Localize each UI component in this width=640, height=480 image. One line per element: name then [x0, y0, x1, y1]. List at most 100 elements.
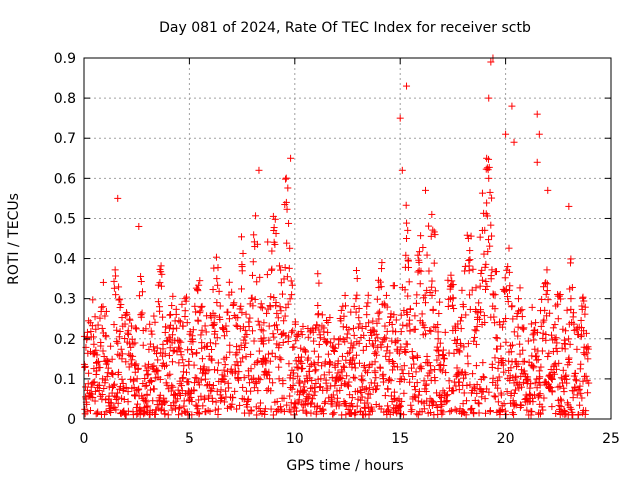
data-point-bg: [156, 391, 164, 399]
data-point-bg: [579, 293, 587, 301]
spike-point: [398, 166, 406, 174]
data-point-bg: [385, 375, 393, 383]
data-point-bg: [182, 368, 190, 376]
data-point: [580, 327, 588, 335]
data-point-bg: [146, 386, 154, 394]
data-point-bg: [290, 403, 298, 411]
data-point-bg: [468, 286, 476, 294]
data-point-bg: [486, 242, 494, 250]
data-point-bg: [475, 409, 483, 417]
data-point-bg: [350, 341, 358, 349]
data-point-bg: [142, 325, 150, 333]
data-point-bg: [405, 370, 413, 378]
data-point-bg: [373, 319, 381, 327]
data-point-bg: [415, 391, 423, 399]
data-point-bg: [358, 372, 366, 380]
data-point-bg: [255, 347, 263, 355]
data-point-bg: [195, 381, 203, 389]
data-point-bg: [166, 344, 174, 352]
data-point-bg: [211, 406, 219, 414]
data-point-bg: [183, 319, 191, 327]
data-point-bg: [458, 313, 466, 321]
data-point: [143, 371, 151, 379]
data-point-bg: [497, 391, 505, 399]
data-point: [213, 275, 221, 283]
data-point-bg: [416, 364, 424, 372]
data-point-bg: [495, 407, 503, 415]
data-point-bg: [241, 326, 249, 334]
data-point-bg: [91, 313, 99, 321]
data-point-bg: [175, 411, 183, 419]
data-point-bg: [373, 351, 381, 359]
data-point-bg: [508, 302, 516, 310]
data-point-bg: [179, 356, 187, 364]
data-point: [175, 359, 183, 367]
data-point-bg: [132, 360, 140, 368]
data-point-bg: [436, 339, 444, 347]
data-point-bg: [491, 319, 499, 327]
data-point-bg: [352, 267, 360, 275]
data-point-bg: [114, 399, 122, 407]
x-tick-label: 5: [185, 431, 194, 447]
data-point-bg: [493, 345, 501, 353]
data-point-bg: [90, 333, 98, 341]
data-point-bg: [256, 273, 264, 281]
data-point-bg: [93, 351, 101, 359]
data-point-bg: [401, 286, 409, 294]
data-point: [124, 327, 132, 335]
data-point-bg: [542, 290, 550, 298]
data-point-bg: [353, 275, 361, 283]
data-point-bg: [350, 331, 358, 339]
data-point: [131, 391, 139, 399]
data-point-bg: [314, 270, 322, 278]
data-point-bg: [330, 335, 338, 343]
data-point-bg: [488, 266, 496, 274]
data-point-bg: [97, 303, 105, 311]
data-point-bg: [350, 302, 358, 310]
data-point-bg: [296, 358, 304, 366]
data-point-bg: [475, 315, 483, 323]
data-point-bg: [298, 331, 306, 339]
data-point-bg: [449, 294, 457, 302]
data-point-bg: [216, 302, 224, 310]
data-point-bg: [245, 323, 253, 331]
data-point-bg: [195, 396, 203, 404]
data-point-bg: [577, 360, 585, 368]
data-point-bg: [373, 295, 381, 303]
data-point-bg: [340, 363, 348, 371]
data-point-bg: [168, 382, 176, 390]
data-point-bg: [192, 308, 200, 316]
data-point-bg: [265, 336, 273, 344]
data-point-bg: [422, 380, 430, 388]
data-point-bg: [453, 336, 461, 344]
data-point-bg: [270, 333, 278, 341]
data-point-bg: [121, 410, 129, 418]
data-point-bg: [552, 365, 560, 373]
data-point-bg: [281, 312, 289, 320]
data-point-bg: [294, 364, 302, 372]
data-point-bg: [161, 350, 169, 358]
data-point-bg: [390, 282, 398, 290]
data-point-bg: [413, 291, 421, 299]
data-point-bg: [563, 306, 571, 314]
data-point-bg: [472, 362, 480, 370]
spike-point: [533, 158, 541, 166]
data-point-bg: [462, 311, 470, 319]
data-point-bg: [230, 299, 238, 307]
data-point-bg: [450, 349, 458, 357]
data-point-bg: [212, 253, 220, 261]
data-point-bg: [351, 374, 359, 382]
y-tick-label: 0.5: [54, 211, 76, 227]
data-point-bg: [154, 356, 162, 364]
data-point-bg: [154, 367, 162, 375]
data-point-bg: [193, 374, 201, 382]
data-point-bg: [315, 353, 323, 361]
data-point-bg: [119, 379, 127, 387]
data-point-bg: [534, 356, 542, 364]
spike-point: [508, 102, 516, 110]
data-point-bg: [400, 411, 408, 419]
data-point-bg: [575, 385, 583, 393]
data-point-bg: [363, 302, 371, 310]
data-point: [535, 367, 543, 375]
data-point-bg: [540, 316, 548, 324]
